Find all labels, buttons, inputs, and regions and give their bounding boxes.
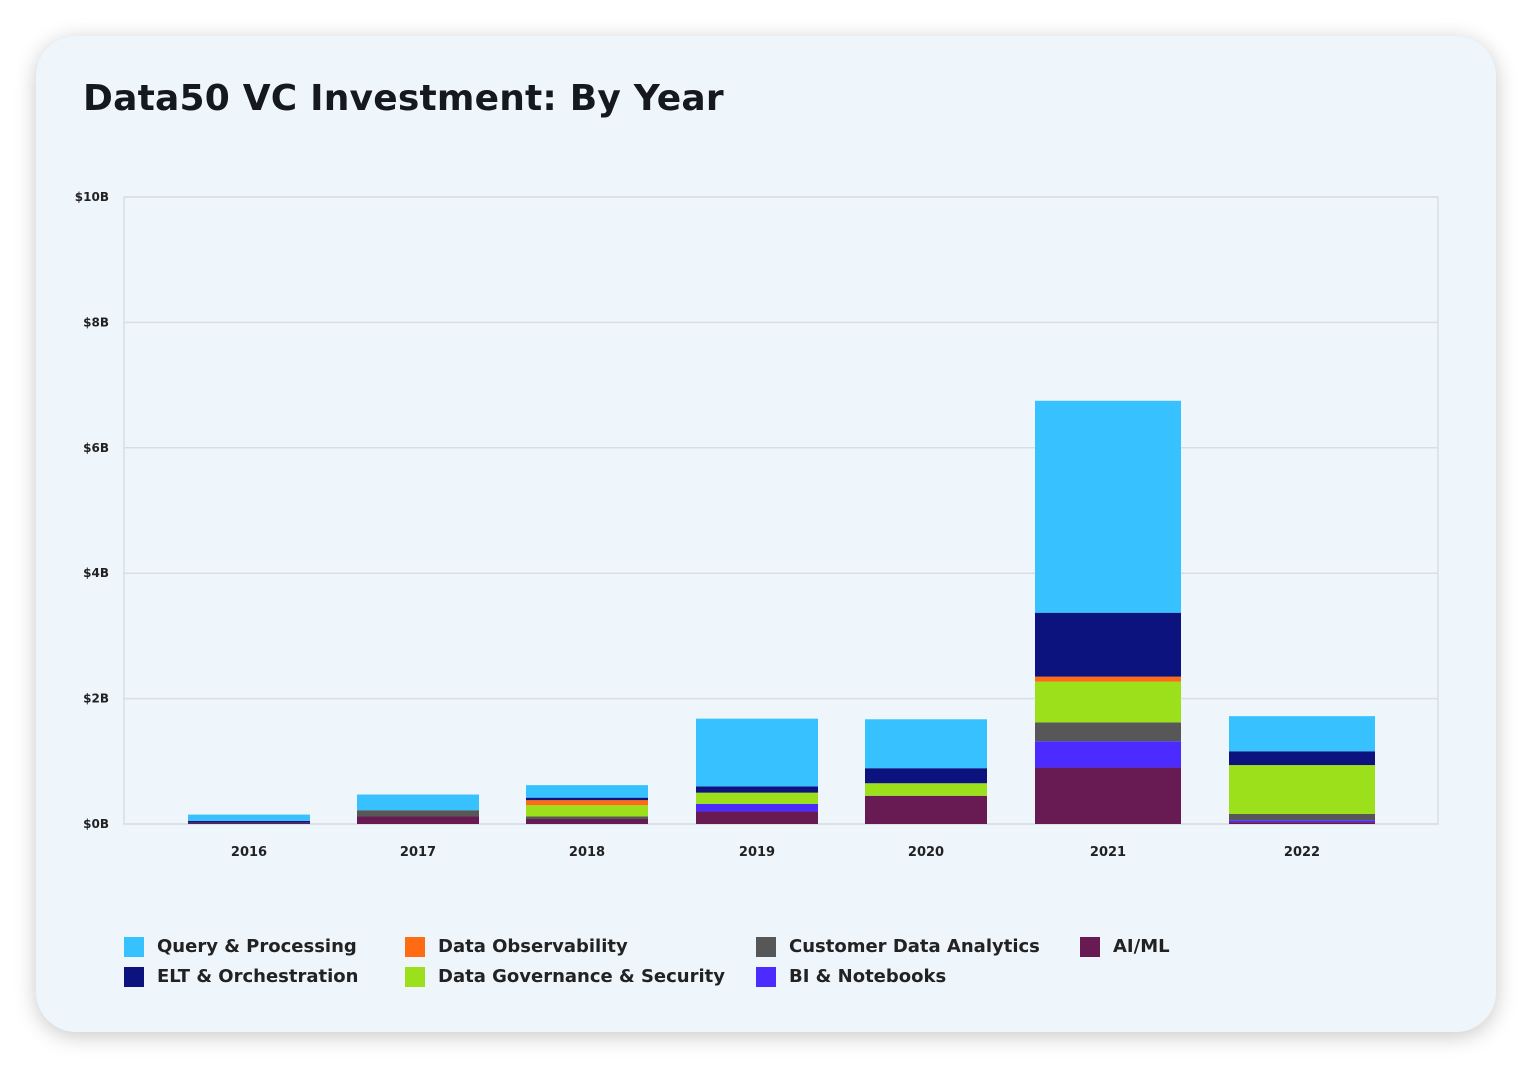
bar-segment: [865, 719, 987, 769]
y-tick-label: $2B: [83, 692, 109, 706]
legend-item: AI/ML: [1080, 936, 1170, 957]
y-tick-label: $4B: [83, 566, 109, 580]
bar-segment: [357, 794, 479, 811]
x-tick-label: 2022: [1284, 845, 1320, 860]
bar-segment: [1229, 716, 1375, 752]
legend-label: Customer Data Analytics: [789, 936, 1040, 957]
x-tick-label: 2019: [739, 845, 775, 860]
bar-segment: [357, 810, 479, 817]
bar-segment: [696, 718, 818, 787]
bar-segment: [1229, 822, 1375, 824]
chart-legend: Query & Processing ELT & Orchestration Dat…: [124, 936, 1424, 1016]
legend-item: ELT & Orchestration: [124, 966, 358, 987]
bar-segment: [526, 797, 648, 801]
x-tick-label: 2020: [908, 845, 944, 860]
chart-card: Data50 VC Investment: By Year $0B $2B $4B $…: [36, 36, 1496, 1032]
legend-label: BI & Notebooks: [789, 966, 947, 987]
legend-item: Data Observability: [405, 936, 628, 957]
bar-segment: [1229, 765, 1375, 814]
bar-segment: [526, 800, 648, 806]
bar-segment: [1035, 681, 1181, 723]
legend-swatch: [405, 936, 425, 957]
bar-segment: [357, 816, 479, 824]
legend-label: Data Governance & Security: [438, 966, 725, 987]
bar-segment: [865, 768, 987, 784]
stacked-bar-chart: $0B $2B $4B $6B $8B $10B 2016 2017 2018 2019 2020 2…: [75, 190, 1439, 860]
bar-segment: [696, 811, 818, 824]
x-tick-label: 2016: [231, 845, 267, 860]
y-tick-label: $8B: [83, 315, 109, 329]
bar-segment: [526, 805, 648, 817]
legend-label: AI/ML: [1113, 936, 1170, 957]
bar-segment: [526, 816, 648, 819]
legend-swatch: [756, 966, 776, 987]
bar-segment: [1035, 741, 1181, 768]
bar-segment: [865, 783, 987, 796]
y-tick-label: $10B: [75, 190, 109, 204]
bar-segment: [1035, 612, 1181, 677]
chart-title: Data50 VC Investment: By Year: [83, 78, 724, 119]
legend-label: Query & Processing: [157, 936, 357, 957]
y-tick-label: $0B: [83, 817, 109, 831]
bar-segment: [188, 822, 310, 824]
legend-swatch: [405, 966, 425, 987]
bar-segment: [1229, 820, 1375, 823]
x-tick-label: 2017: [400, 845, 436, 860]
bar-segment: [526, 818, 648, 824]
bar-segment: [1229, 813, 1375, 821]
bar-segment: [1035, 400, 1181, 613]
bar-segment: [526, 785, 648, 798]
legend-swatch: [124, 936, 144, 957]
bar-segment: [696, 803, 818, 812]
bar-segment: [865, 795, 987, 824]
bar-segment: [696, 786, 818, 793]
bar-segment: [696, 792, 818, 804]
bar-segment: [1229, 751, 1375, 766]
bar-segment: [188, 814, 310, 821]
bar-segment: [188, 820, 310, 823]
x-tick-label: 2021: [1090, 845, 1126, 860]
x-tick-label: 2018: [569, 845, 605, 860]
legend-item: Query & Processing: [124, 936, 357, 957]
legend-item: BI & Notebooks: [756, 966, 946, 987]
bar-segment: [1035, 676, 1181, 682]
legend-label: ELT & Orchestration: [157, 966, 359, 987]
legend-item: Customer Data Analytics: [756, 936, 1040, 957]
bar-segment: [1035, 722, 1181, 742]
legend-label: Data Observability: [438, 936, 628, 957]
legend-swatch: [124, 966, 144, 987]
legend-swatch: [1080, 936, 1100, 957]
bar-segment: [1035, 767, 1181, 824]
legend-swatch: [756, 936, 776, 957]
legend-item: Data Governance & Security: [405, 966, 725, 987]
y-tick-label: $6B: [83, 441, 109, 455]
